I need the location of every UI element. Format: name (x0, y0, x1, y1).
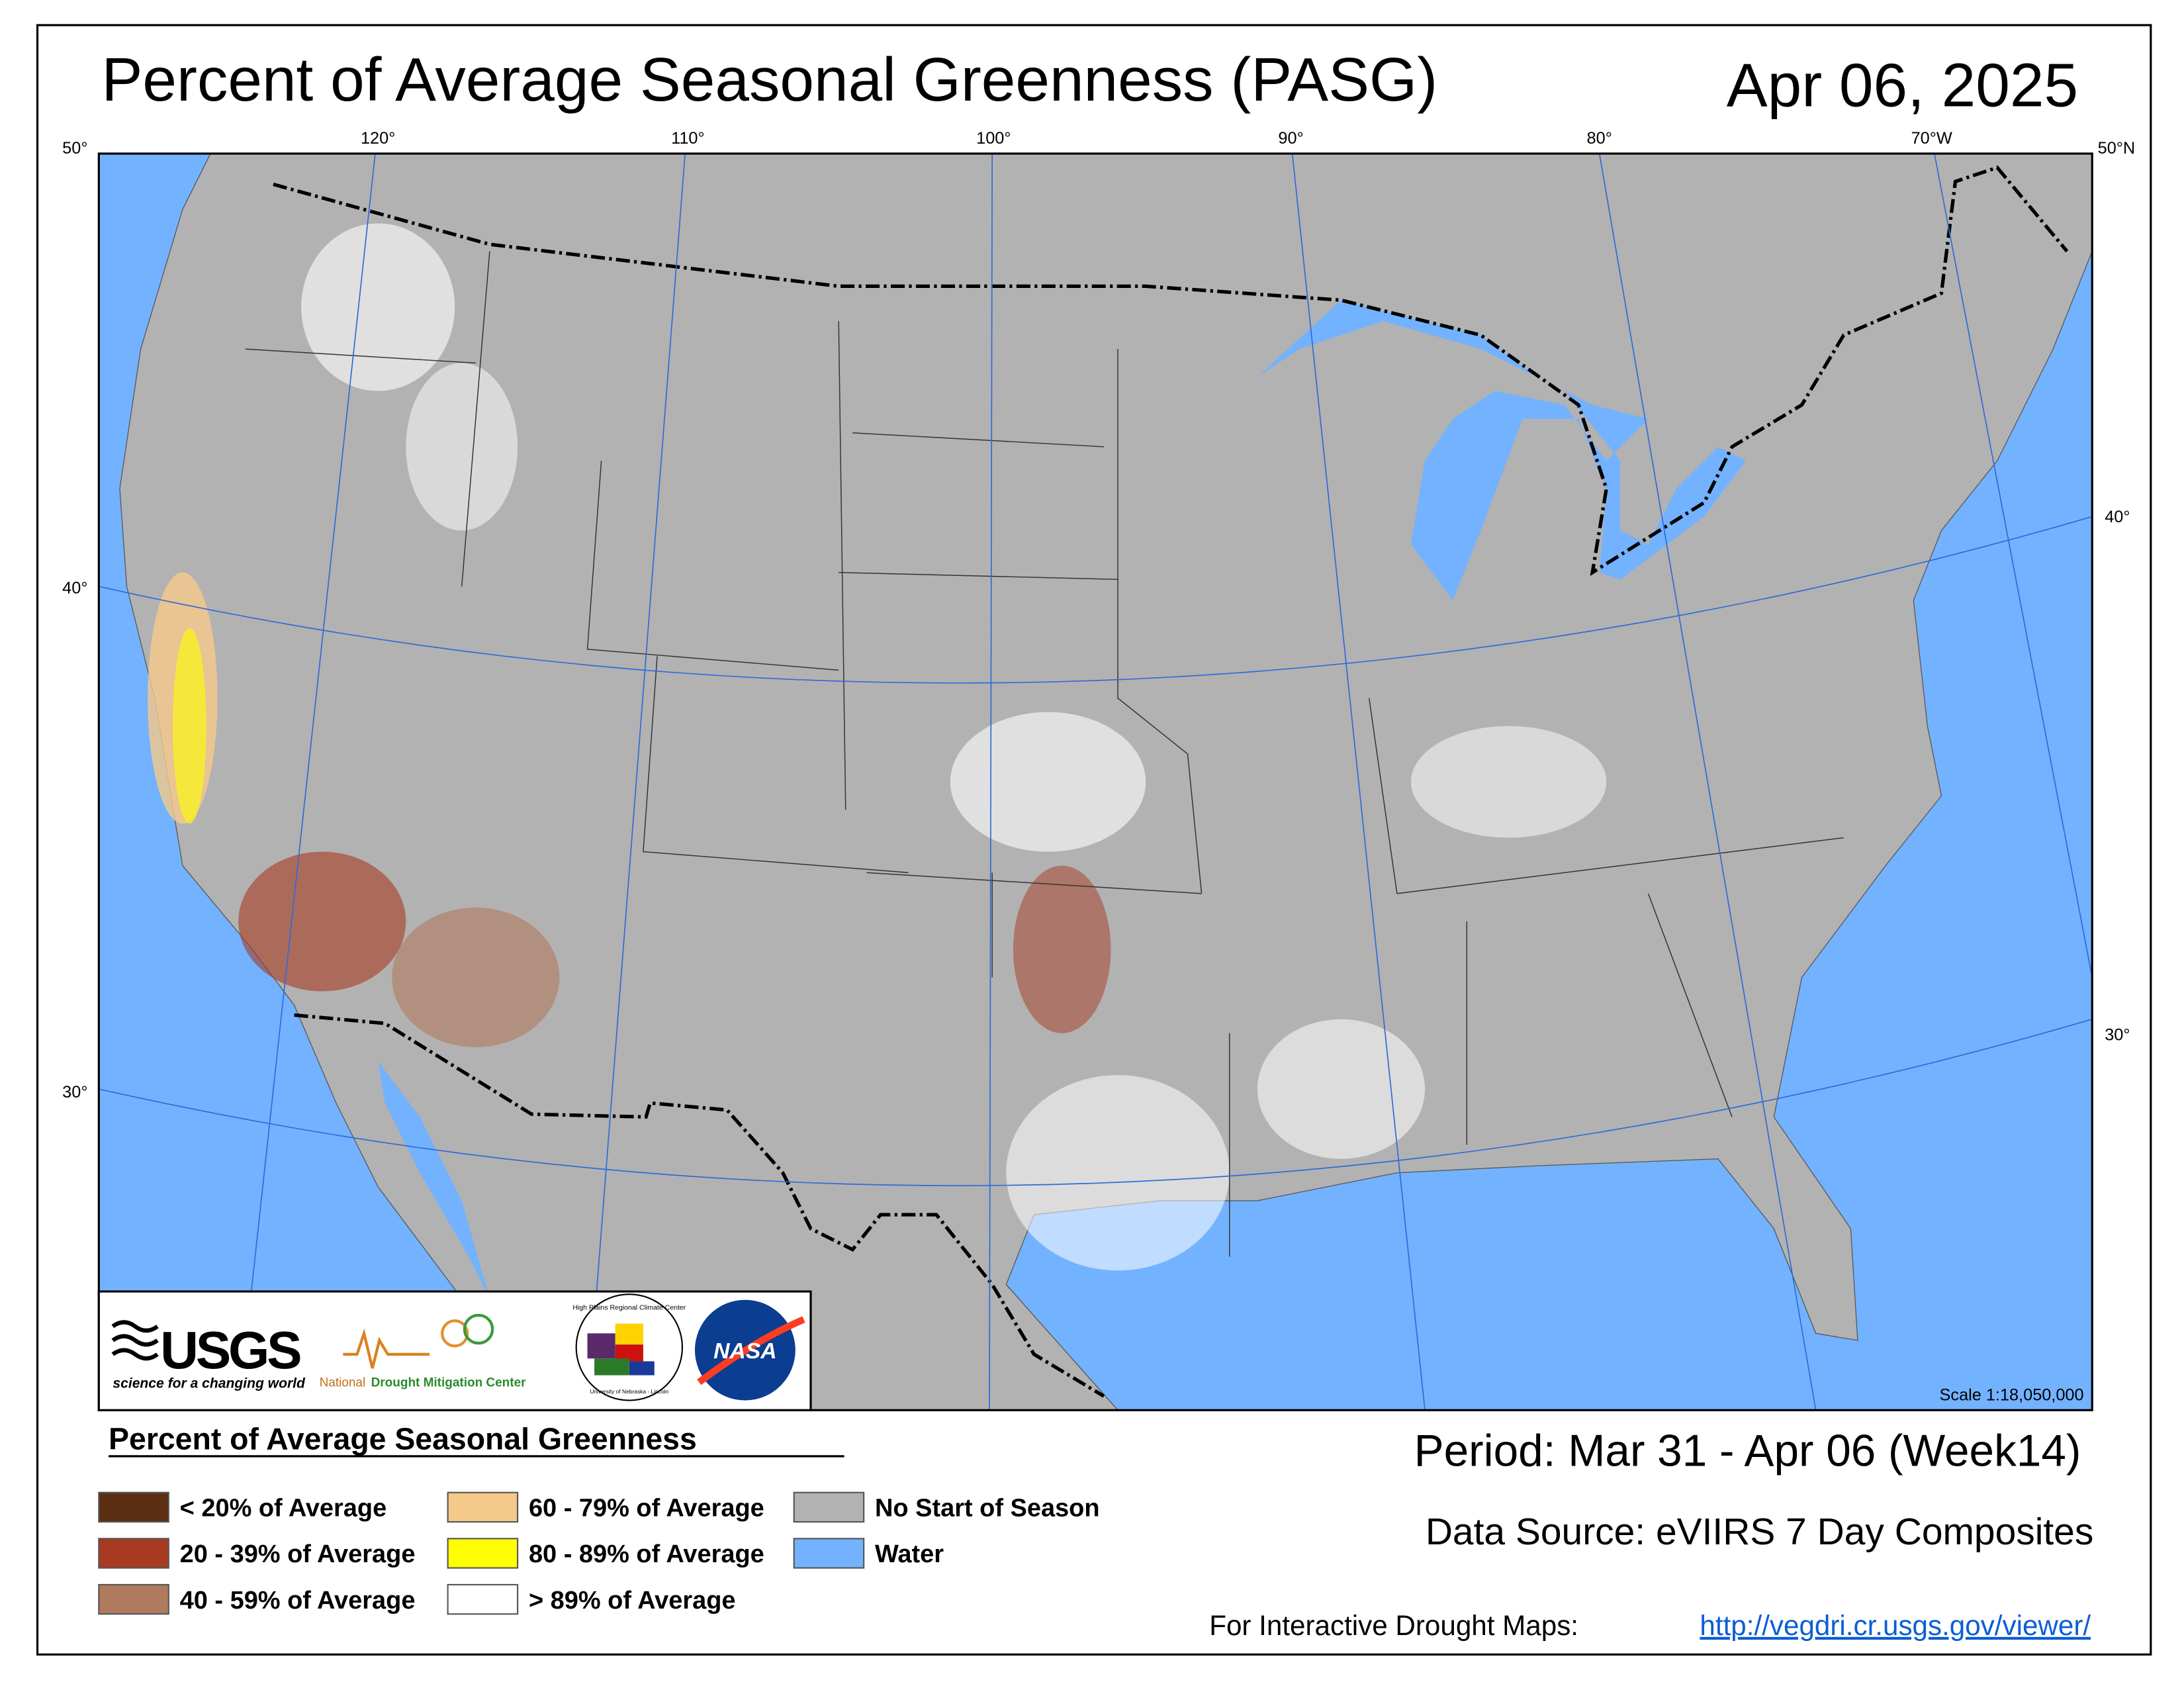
legend-label: 20 - 39% of Average (180, 1540, 416, 1568)
longitude-label: 100° (976, 129, 1011, 148)
logos: USGS science for a changing world Nation… (97, 1290, 812, 1411)
viewer-link[interactable]: http://vegdri.cr.usgs.gov/viewer/ (1700, 1610, 2091, 1641)
greenness-patches (148, 223, 1607, 1271)
legend-label: Water (875, 1540, 944, 1568)
map: 120° 110° 100° 90° 80° 70°W 50° 40° 30° … (62, 129, 2136, 1411)
legend-swatch (447, 1491, 519, 1523)
international-border (273, 165, 2069, 1398)
hprcc-map (594, 1358, 629, 1376)
legend-swatch (98, 1491, 169, 1523)
latitude-label: 40° (2105, 508, 2130, 526)
graticule (99, 154, 2093, 1411)
map-scale: Scale 1:18,050,000 (1940, 1386, 2084, 1405)
ndmc-logo: Drought Mitigation Center (371, 1376, 527, 1389)
legend-swatch (447, 1583, 519, 1615)
great-lakes (1257, 300, 1747, 600)
ndmc-graphic (343, 1328, 430, 1369)
legend-swatch (98, 1583, 169, 1615)
latitude-label: 40° (62, 579, 87, 597)
longitude-label: 110° (671, 129, 704, 148)
latitude-label: 50° (62, 139, 87, 158)
longitude-label: 90° (1278, 129, 1303, 148)
legend-swatch (98, 1538, 169, 1569)
legend: < 20% of Average 20 - 39% of Average 40 - … (98, 1491, 1100, 1615)
date: Apr 06, 2025 (1727, 50, 2078, 119)
hprcc-sub: University of Nebraska - Lincoln (590, 1388, 668, 1395)
hprcc-map (629, 1361, 655, 1376)
longitude-label: 70°W (1911, 129, 1952, 148)
data-source: Data Source: eVIIRS 7 Day Composites (1426, 1511, 2094, 1553)
hprcc-map (587, 1333, 615, 1359)
latitude-label: 30° (2105, 1025, 2130, 1044)
period: Period: Mar 31 - Apr 06 (Week14) (1414, 1427, 2081, 1476)
latitude-label: 30° (62, 1083, 87, 1102)
ndmc-tree (441, 1319, 469, 1348)
legend-label: No Start of Season (875, 1495, 1100, 1523)
ndmc-tree (463, 1313, 494, 1345)
latitude-label: 50°N (2098, 139, 2136, 158)
legend-swatch (793, 1538, 865, 1569)
legend-label: < 20% of Average (180, 1495, 387, 1523)
longitude-label: 80° (1587, 129, 1612, 148)
usgs-waves (111, 1320, 159, 1361)
hprcc-map (615, 1323, 643, 1345)
ndmc-prefix: National (320, 1376, 366, 1389)
longitude-label: 120° (361, 129, 395, 148)
usgs-logo: USGS (160, 1320, 300, 1380)
nasa-swoosh (697, 1316, 805, 1385)
nasa-logo: NASA (713, 1338, 777, 1364)
map-frame (97, 152, 2093, 1411)
legend-swatch (447, 1538, 519, 1569)
legend-swatch (793, 1491, 865, 1523)
legend-label: 80 - 89% of Average (529, 1540, 764, 1568)
baja-gulf (378, 1060, 490, 1299)
state-borders (245, 251, 1844, 1257)
logo-box (97, 1290, 812, 1411)
legend-label: 60 - 79% of Average (529, 1495, 764, 1523)
legend-label: 40 - 59% of Average (180, 1587, 416, 1615)
link-label: For Interactive Drought Maps: (1209, 1610, 1578, 1641)
hprcc-name: High Plains Regional Climate Center (572, 1303, 686, 1311)
usgs-tagline: science for a changing world (113, 1376, 306, 1391)
title: Percent of Average Seasonal Greenness (P… (102, 45, 1438, 114)
legend-label: > 89% of Average (529, 1587, 736, 1615)
legend-title: Percent of Average Seasonal Greenness (109, 1421, 697, 1456)
